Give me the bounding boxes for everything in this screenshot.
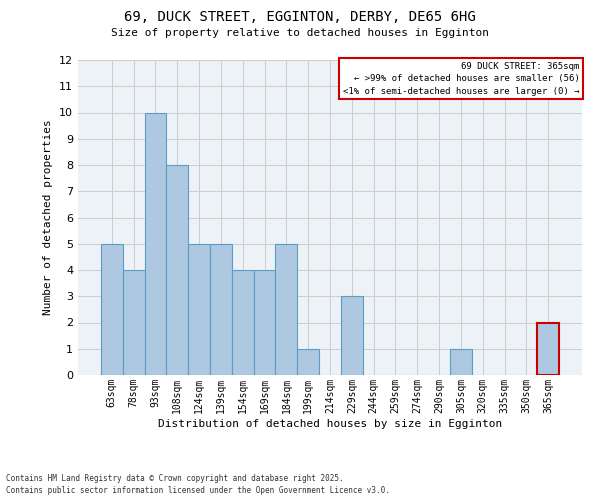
Bar bbox=[232, 270, 254, 375]
Text: Size of property relative to detached houses in Egginton: Size of property relative to detached ho… bbox=[111, 28, 489, 38]
Bar bbox=[166, 165, 188, 375]
Bar bbox=[341, 296, 363, 375]
Text: 69, DUCK STREET, EGGINTON, DERBY, DE65 6HG: 69, DUCK STREET, EGGINTON, DERBY, DE65 6… bbox=[124, 10, 476, 24]
Text: 69 DUCK STREET: 365sqm
← >99% of detached houses are smaller (56)
<1% of semi-de: 69 DUCK STREET: 365sqm ← >99% of detache… bbox=[343, 62, 580, 96]
Text: Contains HM Land Registry data © Crown copyright and database right 2025.
Contai: Contains HM Land Registry data © Crown c… bbox=[6, 474, 390, 495]
Y-axis label: Number of detached properties: Number of detached properties bbox=[43, 120, 53, 316]
Bar bbox=[101, 244, 123, 375]
Bar bbox=[537, 322, 559, 375]
X-axis label: Distribution of detached houses by size in Egginton: Distribution of detached houses by size … bbox=[158, 418, 502, 428]
Bar bbox=[275, 244, 297, 375]
Bar bbox=[145, 112, 166, 375]
Bar bbox=[297, 349, 319, 375]
Bar bbox=[450, 349, 472, 375]
Bar bbox=[123, 270, 145, 375]
Bar bbox=[210, 244, 232, 375]
Bar bbox=[188, 244, 210, 375]
Bar bbox=[254, 270, 275, 375]
